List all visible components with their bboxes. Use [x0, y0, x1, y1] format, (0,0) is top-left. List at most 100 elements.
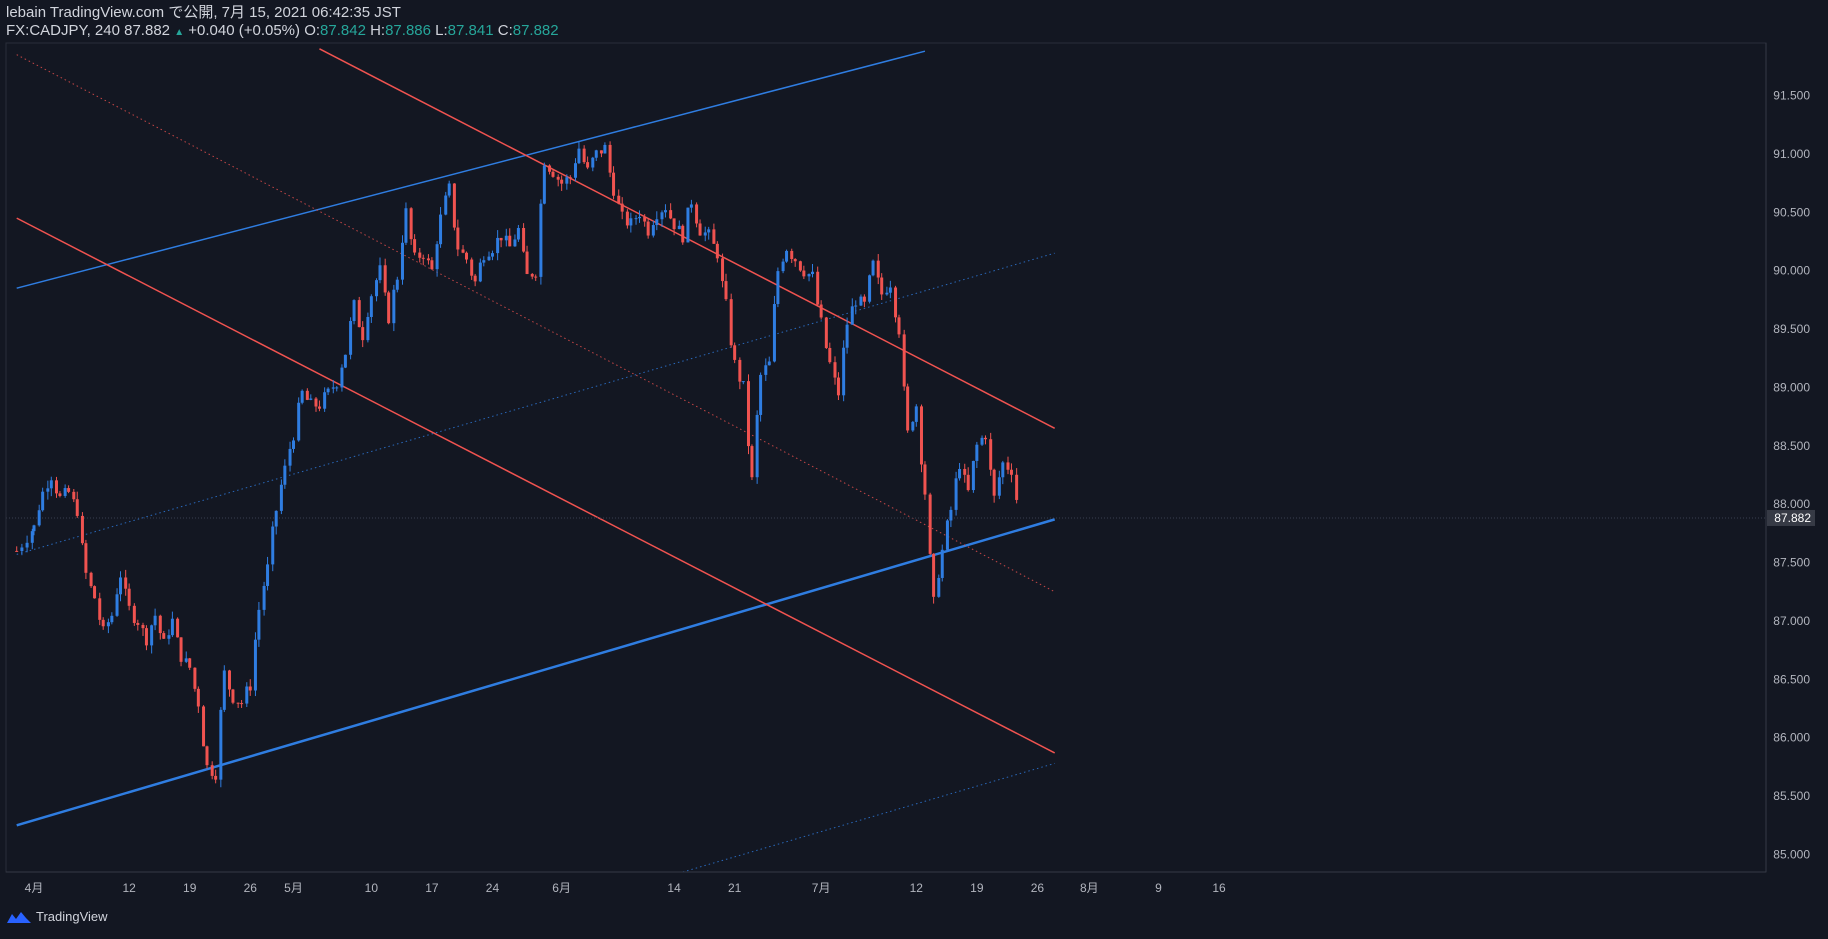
candle-body — [1006, 462, 1010, 470]
price-tick-label: 88.000 — [1773, 497, 1810, 511]
footer-brand[interactable]: TradingView — [6, 909, 108, 924]
candle-body — [522, 227, 526, 252]
candle-body — [67, 488, 71, 492]
candle-body — [418, 252, 422, 258]
trend-line-1 — [16, 50, 926, 289]
price-tick-label: 87.000 — [1773, 614, 1810, 628]
price-tick-label: 86.000 — [1773, 731, 1810, 745]
candle-body — [833, 362, 837, 378]
candle-body — [868, 275, 872, 302]
candle-body — [288, 448, 292, 466]
candle-body — [643, 216, 647, 222]
candle-body — [759, 374, 763, 415]
candle-body — [672, 218, 676, 230]
symbol-label[interactable]: FX:CADJPY, 240 — [6, 22, 120, 39]
candle-body — [499, 237, 503, 241]
price-tick-label: 88.500 — [1773, 439, 1810, 453]
candle-body — [392, 289, 396, 324]
candle-body — [1001, 462, 1005, 478]
candle-body — [461, 249, 465, 253]
candle-body — [41, 491, 45, 511]
candle-body — [253, 639, 257, 691]
candle-body — [75, 499, 79, 516]
candle-body — [695, 204, 699, 224]
candle-body — [72, 491, 76, 500]
candle-body — [167, 635, 171, 639]
candle-body — [556, 176, 560, 180]
candle-body — [755, 414, 759, 478]
time-tick-label: 21 — [728, 881, 742, 895]
candle-body — [54, 480, 58, 494]
candle-body — [335, 387, 339, 389]
candle-body — [945, 520, 949, 550]
candle-body — [196, 688, 200, 707]
candle-body — [980, 437, 984, 445]
candle-body — [297, 402, 301, 441]
candle-body — [240, 703, 244, 705]
candle-body — [465, 252, 468, 260]
candle-body — [314, 398, 318, 407]
price-change: +0.040 (+0.05%) — [188, 22, 301, 39]
candle-body — [349, 321, 353, 355]
candle-body — [409, 208, 413, 240]
candle-body — [919, 406, 923, 465]
candle-body — [958, 468, 962, 479]
candle-body — [530, 273, 534, 277]
time-tick-label: 24 — [486, 881, 500, 895]
candle-body — [473, 275, 477, 282]
candle-body — [49, 480, 53, 489]
time-tick-label: 12 — [122, 881, 136, 895]
candle-body — [677, 225, 681, 230]
candle-body — [741, 381, 745, 383]
candle-body — [262, 585, 266, 610]
candle-body — [793, 258, 797, 262]
candle-body — [400, 242, 404, 280]
candle-body — [375, 280, 379, 297]
candle-body — [383, 265, 387, 293]
time-axis[interactable]: 4月 12 19 26 5月 10 17 24 6月 14 21 7月 12 19 26 8月 9 16 — [25, 881, 1226, 895]
candle-body — [236, 702, 240, 704]
candle-body — [721, 258, 725, 282]
candle-body — [292, 440, 295, 449]
candle-body — [824, 317, 828, 348]
open-label: O: — [304, 22, 321, 39]
candle-body — [150, 625, 154, 646]
candle-body — [158, 615, 162, 634]
candle-body — [790, 250, 794, 259]
time-tick-label: 10 — [365, 881, 379, 895]
candle-body — [859, 296, 863, 306]
candle-body — [478, 262, 482, 282]
candle-body — [971, 460, 975, 491]
candle-body — [89, 572, 93, 587]
candle-body — [603, 144, 607, 154]
candle-body — [439, 214, 443, 245]
candle-body — [836, 377, 840, 396]
candle-body — [534, 276, 538, 278]
time-tick-label: 8月 — [1080, 881, 1099, 895]
candle-body — [106, 622, 110, 627]
candle-body — [707, 229, 711, 233]
trend-line-3 — [16, 252, 1055, 555]
candle-body — [283, 465, 287, 485]
candle-body — [357, 300, 361, 328]
candle-body — [227, 670, 231, 690]
price-axis[interactable]: 91.500 91.000 90.500 90.000 89.500 89.000 88.5… — [1767, 89, 1815, 862]
candle-body — [828, 347, 832, 363]
candle-body — [305, 390, 309, 400]
candle-body — [378, 265, 382, 281]
candle-body — [888, 287, 892, 293]
time-tick-label: 19 — [970, 881, 984, 895]
candle-body — [885, 292, 889, 295]
price-tick-label: 90.500 — [1773, 205, 1810, 219]
candle-body — [153, 615, 157, 626]
candle-body — [452, 183, 456, 228]
trend-line-7 — [16, 54, 1055, 593]
candle-body — [638, 216, 641, 219]
candle-body — [188, 658, 192, 668]
candle-body — [599, 150, 603, 154]
chart-header: lebain TradingView.com で公開, 7月 15, 2021 … — [6, 4, 559, 40]
trend-line-2 — [16, 518, 1056, 827]
price-tick-label: 87.500 — [1773, 556, 1810, 570]
candle-body — [340, 367, 344, 388]
